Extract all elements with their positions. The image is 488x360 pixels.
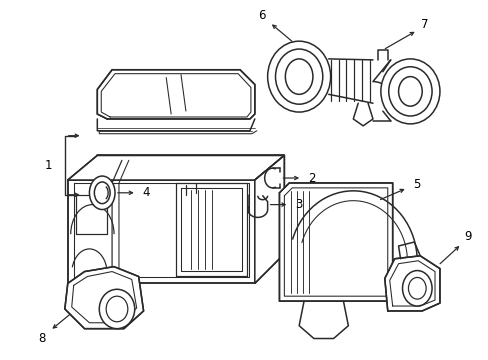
- Polygon shape: [65, 267, 143, 329]
- Polygon shape: [279, 183, 392, 301]
- Text: 4: 4: [142, 186, 150, 199]
- Text: 9: 9: [464, 230, 471, 243]
- Text: 2: 2: [307, 171, 315, 185]
- Ellipse shape: [94, 182, 110, 204]
- Ellipse shape: [294, 193, 382, 291]
- Ellipse shape: [285, 59, 312, 94]
- Ellipse shape: [319, 263, 329, 273]
- Ellipse shape: [361, 237, 370, 247]
- Ellipse shape: [388, 67, 431, 116]
- Polygon shape: [384, 256, 439, 311]
- Ellipse shape: [402, 271, 431, 306]
- Ellipse shape: [319, 212, 329, 221]
- Ellipse shape: [305, 237, 315, 247]
- Text: 6: 6: [258, 9, 265, 22]
- Text: 7: 7: [421, 18, 428, 31]
- Text: 8: 8: [39, 332, 46, 345]
- Ellipse shape: [267, 41, 330, 112]
- Ellipse shape: [346, 263, 357, 273]
- Ellipse shape: [275, 49, 322, 104]
- Text: 1: 1: [44, 159, 52, 172]
- Ellipse shape: [89, 176, 115, 210]
- Polygon shape: [97, 70, 254, 119]
- Polygon shape: [68, 180, 254, 283]
- Ellipse shape: [398, 77, 421, 106]
- Polygon shape: [254, 156, 284, 283]
- Ellipse shape: [302, 201, 374, 283]
- Ellipse shape: [324, 226, 351, 258]
- Polygon shape: [68, 156, 284, 180]
- Ellipse shape: [106, 296, 127, 322]
- Ellipse shape: [99, 289, 135, 329]
- Ellipse shape: [346, 212, 357, 221]
- Text: 3: 3: [295, 198, 302, 211]
- Ellipse shape: [380, 59, 439, 124]
- Text: 5: 5: [413, 179, 420, 192]
- Ellipse shape: [407, 278, 425, 299]
